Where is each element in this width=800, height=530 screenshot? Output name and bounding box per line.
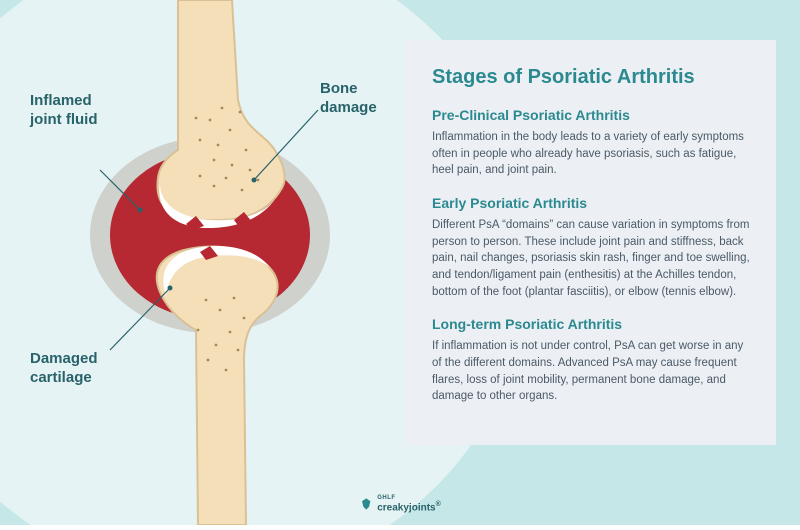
stage-title: Early Psoriatic Arthritis [432, 195, 750, 211]
label-inflamed-joint-fluid: Inflamedjoint fluid [30, 92, 97, 130]
stage-body: Inflammation in the body leads to a vari… [432, 129, 750, 179]
logo: GHLF creakyjoints® [359, 495, 441, 513]
stage-body: If inflammation is not under control, Ps… [432, 338, 750, 405]
panel-title: Stages of Psoriatic Arthritis [432, 66, 750, 89]
logo-icon [359, 497, 373, 511]
stage-title: Pre-Clinical Psoriatic Arthritis [432, 107, 750, 123]
label-damaged-cartilage: Damagedcartilage [30, 350, 98, 388]
logo-name: creakyjoints [377, 502, 435, 513]
stage-body: Different PsA “domains” can cause variat… [432, 217, 750, 300]
logo-top: GHLF [377, 495, 441, 501]
label-bone-damage: Bonedamage [320, 80, 377, 118]
info-panel: Stages of Psoriatic Arthritis Pre-Clinic… [406, 40, 776, 445]
stage-title: Long-term Psoriatic Arthritis [432, 316, 750, 332]
knee-diagram: Inflamedjoint fluid Bonedamage Damagedca… [0, 0, 400, 525]
